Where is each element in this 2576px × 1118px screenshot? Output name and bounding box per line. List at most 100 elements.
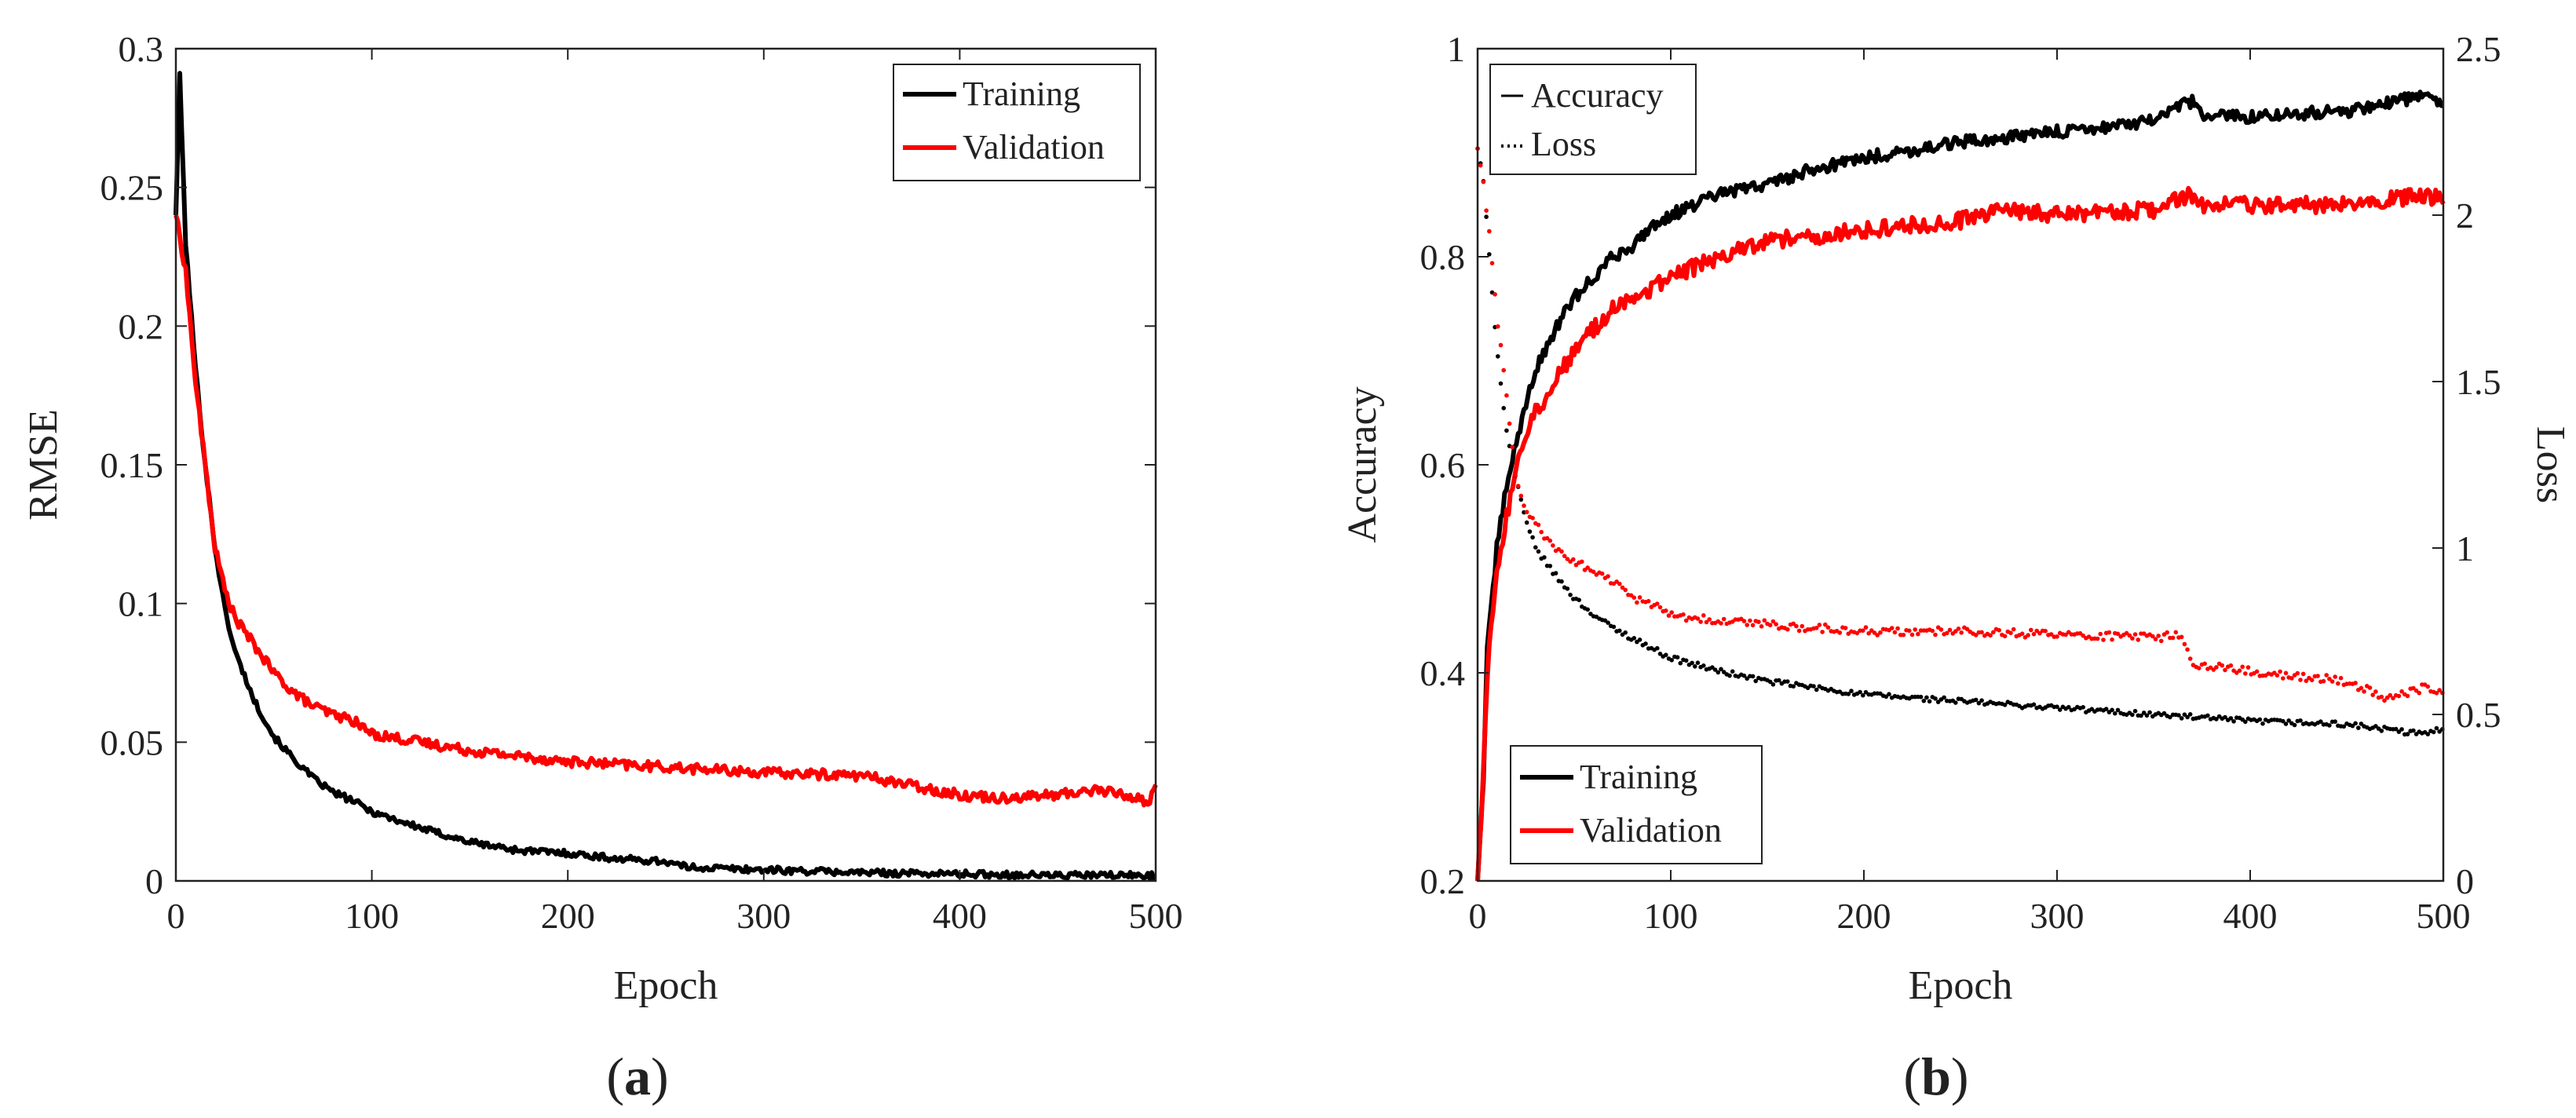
panel-b-y-tick-label-left: 0.6: [1420, 445, 1466, 485]
panel-b-validation-loss-point: [2321, 678, 2326, 684]
panel-b-validation-loss-point: [1510, 444, 1515, 450]
panel-a-legend: Training Validation: [893, 64, 1141, 181]
panel-b-training-loss-point: [2283, 722, 2289, 726]
panel-b-validation-loss-point: [1501, 367, 1506, 373]
panel-a-caption-letter: a: [624, 1047, 651, 1106]
panel-b-validation-loss-point: [1580, 559, 1584, 564]
panel-b-plot-area: [1475, 47, 2446, 882]
panel-b-training-loss-point: [2333, 719, 2337, 724]
panel-b-validation-loss-point: [1837, 630, 1843, 635]
panel-b-validation-loss-point: [1814, 626, 1819, 630]
panel-b-validation-loss-point: [1916, 631, 1920, 637]
panel-b-x-tick-label: 400: [2223, 896, 2278, 936]
panel-b-style-legend-label-loss: Loss: [1531, 125, 1596, 163]
panel-b-validation-loss-point: [1991, 630, 1996, 635]
panel-b-training-loss-point: [1973, 697, 1979, 703]
panel-b-validation-loss-point: [1774, 622, 1778, 627]
panel-b-validation-loss-point: [2275, 673, 2280, 678]
panel-b-validation-loss-point: [2008, 630, 2013, 635]
panel-b-training-loss-point: [1527, 529, 1533, 534]
panel-b-validation-loss-point: [2367, 685, 2373, 690]
panel-b-validation-loss-point: [2115, 631, 2121, 637]
panel-b-validation-loss-point: [1606, 574, 1610, 579]
panel-b-training-loss-point: [2373, 724, 2378, 729]
panel-b-training-loss-point: [1542, 555, 1547, 560]
panel-b-validation-loss-point: [1573, 562, 1579, 568]
panel-b-training-loss-point: [2396, 729, 2402, 734]
panel-b-validation-loss-point: [2300, 671, 2306, 677]
panel-b-style-legend-label-accuracy: Accuracy: [1531, 76, 1664, 115]
panel-b-y-tick-label-right: 1.5: [2456, 362, 2501, 402]
panel-b-training-loss-point: [1669, 658, 1674, 663]
panel-b-training-loss-point: [1701, 663, 1706, 668]
panel-b-validation-loss-point: [1655, 601, 1660, 606]
panel-b-training-loss-point: [1657, 652, 1663, 656]
panel-b-validation-loss-point: [1767, 623, 1773, 627]
panel-b-validation-loss-point: [1657, 605, 1663, 610]
panel-b-chart: 0 100 200 300 400 500 0.2 0.4 0.6 0.8 1 0 0.5 1 1.5 2 2.…: [1340, 29, 2573, 1106]
panel-b-validation-loss-point: [2240, 664, 2245, 670]
panel-b-training-loss-point: [1655, 645, 1660, 651]
panel-b-training-loss-point: [2187, 712, 2193, 717]
panel-b-training-loss-point: [2179, 716, 2184, 721]
panel-b-training-loss-point: [1547, 564, 1553, 568]
panel-b-validation-loss-point: [2237, 668, 2242, 673]
panel-a-legend-label-training: Training: [963, 75, 1080, 113]
panel-b-validation-loss-point: [1507, 421, 1512, 426]
panel-b-series-validation-accuracy-line: [1475, 185, 2446, 882]
panel-b-validation-loss-point: [2295, 670, 2300, 676]
panel-b-validation-loss-point: [2281, 676, 2286, 681]
panel-b-training-loss-point: [1741, 673, 1747, 678]
panel-a-y-tick-label: 0.05: [100, 722, 164, 762]
panel-b-training-loss-point: [1484, 214, 1489, 220]
panel-b-validation-loss-point: [2037, 630, 2042, 636]
panel-b-validation-loss-point: [2411, 685, 2416, 691]
panel-a-y-axis-label: RMSE: [21, 409, 66, 521]
panel-b-validation-loss-point: [2278, 669, 2282, 674]
panel-b-validation-loss-point: [2101, 638, 2106, 642]
panel-b-validation-loss-point: [1669, 610, 1674, 615]
panel-b-validation-loss-point: [1762, 618, 1767, 623]
panel-b-training-loss-point: [2292, 722, 2297, 728]
panel-b-validation-loss-point: [1562, 554, 1567, 558]
panel-b-x-tick-label: 100: [1644, 896, 1698, 936]
panel-b-validation-loss-point: [1585, 565, 1590, 570]
panel-b-y-tick-label-right: 1: [2456, 528, 2474, 568]
panel-b-training-loss-point: [1487, 252, 1492, 257]
panel-b-training-loss-point: [1753, 678, 1758, 684]
panel-b-training-loss-point: [2081, 705, 2085, 710]
panel-b-validation-loss-point: [1565, 557, 1570, 561]
panel-b-validation-loss-point: [2043, 628, 2048, 634]
panel-b-validation-loss-point: [2130, 636, 2135, 641]
panel-b-validation-loss-point: [1770, 619, 1776, 624]
panel-b-y-tick-label-left: 0.2: [1420, 861, 1466, 901]
panel-b-validation-loss-point: [2254, 669, 2260, 674]
panel-b-validation-loss-point: [1866, 630, 1871, 636]
panel-b-training-loss-point: [1568, 592, 1573, 597]
panel-b-validation-loss-point: [1551, 543, 1555, 548]
panel-b-validation-loss-point: [2187, 656, 2193, 661]
panel-b-validation-loss-point: [2324, 673, 2329, 678]
panel-b-validation-loss-point: [2124, 630, 2129, 636]
panel-b-validation-loss-point: [1489, 261, 1495, 266]
panel-b-training-loss-point: [2359, 722, 2364, 726]
panel-b-validation-loss-point: [1988, 633, 1993, 638]
panel-b-validation-loss-point: [2159, 638, 2164, 644]
panel-b-validation-loss-point: [1872, 630, 1877, 635]
panel-b-validation-loss-point: [2228, 663, 2234, 668]
panel-a-x-tick-label: 400: [933, 896, 987, 936]
panel-b-validation-loss-point: [1823, 622, 1828, 627]
panel-b-validation-loss-point: [2019, 631, 2025, 636]
panel-b-training-loss-point: [1530, 535, 1535, 540]
panel-b-validation-loss-point: [2132, 632, 2138, 637]
panel-b-validation-loss-point: [1909, 632, 1915, 638]
panel-b-training-loss-point: [2437, 729, 2442, 734]
panel-b-training-loss-point: [2066, 704, 2071, 710]
panel-b-training-loss-point: [2055, 704, 2059, 709]
panel-a-x-tick-label: 0: [167, 896, 185, 936]
panel-b-validation-loss-point: [1623, 587, 1628, 593]
panel-a-x-tick-label: 100: [345, 896, 399, 936]
panel-b-validation-loss-point: [1681, 612, 1686, 617]
panel-b-validation-loss-point: [1933, 632, 1938, 638]
